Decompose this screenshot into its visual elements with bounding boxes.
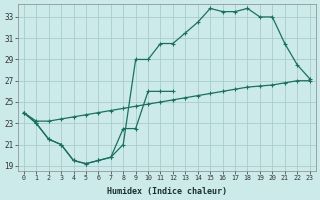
X-axis label: Humidex (Indice chaleur): Humidex (Indice chaleur) bbox=[107, 187, 227, 196]
